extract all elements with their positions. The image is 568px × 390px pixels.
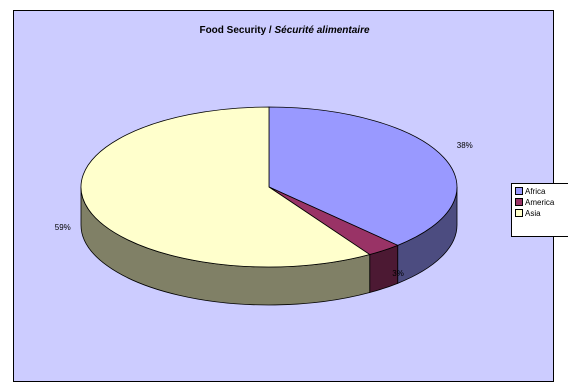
legend: Africa America Asia	[511, 183, 568, 237]
legend-item-asia: Asia	[515, 208, 568, 218]
pie-slice-asia	[80, 106, 371, 268]
slice-label-asia: 59%	[55, 223, 71, 232]
legend-swatch-america	[515, 198, 523, 206]
chart-area: 38% 3% 59% Food Security / Sécurité alimen…	[13, 10, 554, 382]
legend-item-america: America	[515, 197, 568, 207]
legend-label-america: America	[525, 197, 555, 207]
legend-swatch-asia	[515, 209, 523, 217]
slice-label-africa: 38%	[457, 141, 473, 150]
pie-chart: 38% 3% 59%	[55, 106, 473, 306]
chart-title-main: Food Security /	[199, 25, 275, 36]
slice-label-america: 3%	[392, 269, 404, 278]
chart-title: Food Security / Sécurité alimentaire	[14, 25, 555, 36]
chart-title-italic: Sécurité alimentaire	[274, 25, 370, 36]
legend-label-asia: Asia	[525, 208, 541, 218]
pie-slice-africa	[268, 106, 458, 246]
legend-label-africa: Africa	[525, 186, 546, 196]
legend-swatch-africa	[515, 187, 523, 195]
legend-item-africa: Africa	[515, 186, 568, 196]
